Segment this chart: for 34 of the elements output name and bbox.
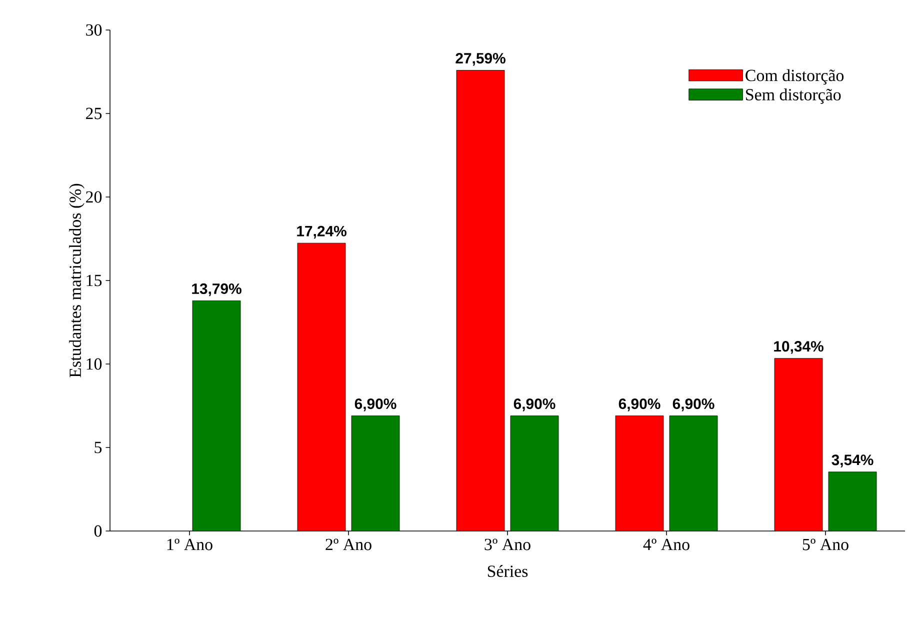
data-label: 3,54% [832,454,874,468]
data-label: 6,90% [354,398,396,412]
data-label: 6,90% [672,398,714,412]
y-tick-label: 30 [86,24,102,36]
data-label: 10,34% [774,341,824,354]
bar [615,416,664,531]
y-tick-label: 10 [86,358,102,370]
data-label: 13,79% [192,283,242,296]
bar [192,300,241,531]
data-label: 27,59% [456,52,506,66]
x-tick-label: 1º Ano [167,538,212,550]
legend-label: Com distorção [746,69,844,85]
bar [669,416,718,531]
x-axis-title: Séries [488,565,528,577]
bar [828,472,877,531]
bar [351,416,400,531]
data-label: 17,24% [297,226,346,239]
bar [456,70,505,531]
x-tick-label: 5º Ano [802,538,848,550]
y-tick-label: 25 [86,108,102,120]
x-tick-label: 3º Ano [484,538,530,550]
bar [510,416,559,531]
x-tick-label: 4º Ano [643,538,690,550]
y-tick-label: 20 [86,191,102,203]
data-label: 6,90% [514,398,556,412]
y-tick-label: 5 [94,442,102,454]
bar [297,242,346,531]
data-label: 6,90% [618,398,660,412]
y-tick-label: 15 [86,274,102,286]
x-tick-label: 2º Ano [326,538,372,550]
y-tick-label: 0 [94,525,102,537]
bar [774,358,823,531]
legend-label: Sem distorção [746,88,841,104]
y-axis-title: Estudantes matriculados (%) [69,184,84,378]
